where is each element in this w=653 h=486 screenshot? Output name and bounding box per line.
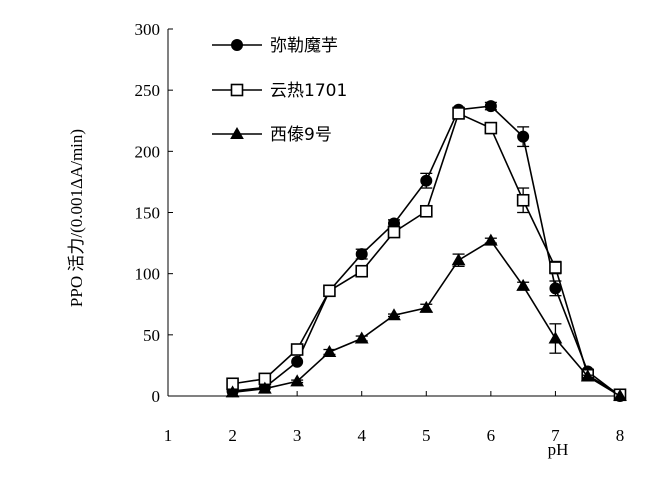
data-point (387, 308, 401, 321)
y-axis-label: PPO 活力/(0.001ΔA/min) (67, 129, 86, 307)
data-point (419, 204, 433, 218)
y-tick-label: 50 (143, 326, 160, 345)
axes (167, 28, 621, 397)
data-point (323, 284, 336, 298)
data-point (257, 381, 272, 394)
y-tick-label: 300 (135, 20, 161, 39)
data-point (322, 344, 337, 357)
y-tick-label: 100 (135, 265, 161, 284)
series-3 (225, 233, 627, 401)
legend-marker (230, 126, 244, 139)
data-point (419, 300, 434, 313)
data-point (516, 193, 530, 207)
data-point (290, 343, 304, 356)
data-point (517, 130, 530, 143)
data-point (291, 355, 304, 368)
legend-label: 云热1701 (270, 81, 347, 101)
data-point (355, 248, 368, 261)
series-line (232, 112, 621, 396)
data-point (548, 331, 563, 344)
y-tick-label: 200 (135, 142, 161, 161)
x-tick-label: 5 (422, 426, 431, 445)
data-point (516, 278, 531, 291)
x-axis-label: pH (548, 440, 569, 459)
legend-entry-1: 弥勒魔芋 (212, 36, 338, 56)
data-point (354, 331, 369, 344)
x-tick-label: 6 (487, 426, 496, 445)
x-tick-label: 3 (293, 426, 302, 445)
x-tick-label: 1 (164, 426, 173, 445)
x-tick-label: 7 (551, 426, 560, 445)
series-group (225, 100, 627, 402)
data-point (580, 369, 595, 382)
y-tick-label: 150 (135, 204, 161, 223)
y-tick-label: 0 (152, 387, 161, 406)
series-1 (226, 100, 626, 402)
data-point (290, 374, 305, 387)
x-tick-label: 4 (357, 426, 366, 445)
x-tick-label: 8 (616, 426, 625, 445)
legend-entry-3: 西傣9号 (212, 125, 332, 145)
series-2 (226, 107, 627, 402)
data-point (484, 100, 497, 113)
legend-marker (231, 39, 243, 51)
data-point (225, 385, 240, 398)
data-point (483, 233, 498, 246)
legend-label: 弥勒魔芋 (270, 36, 338, 56)
legend-label: 西傣9号 (270, 125, 332, 145)
data-point (420, 174, 433, 187)
data-point (355, 264, 369, 278)
series-line (232, 239, 621, 397)
data-point (452, 107, 465, 120)
series-line (232, 105, 621, 397)
y-tick-label: 250 (135, 81, 161, 100)
data-point (451, 253, 466, 266)
legend-marker (230, 83, 244, 97)
data-point (549, 282, 562, 295)
data-point (613, 388, 627, 401)
legend-entry-2: 云热1701 (212, 81, 347, 101)
data-point (484, 121, 498, 135)
data-point (549, 261, 562, 274)
x-tick-label: 2 (228, 426, 237, 445)
data-point (387, 225, 401, 239)
tick-labels: 0 50 100 150 200 250 300 1 2 3 4 5 6 7 8 (135, 20, 625, 445)
